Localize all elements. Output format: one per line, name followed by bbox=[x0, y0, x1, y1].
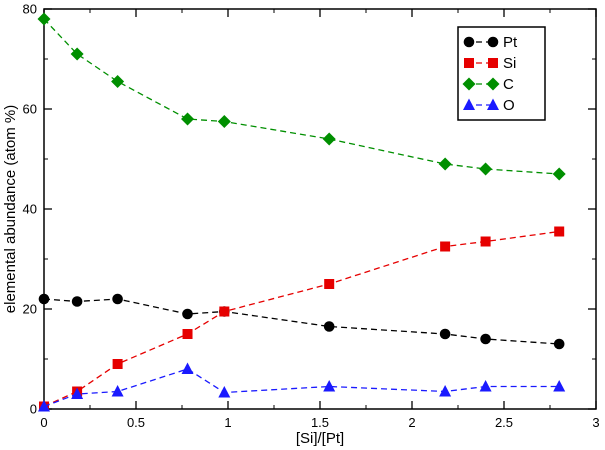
marker-square bbox=[554, 226, 565, 237]
marker-square bbox=[440, 241, 451, 252]
y-axis-label: elemental abundance (atom %) bbox=[2, 105, 19, 313]
marker-diamond bbox=[181, 112, 195, 126]
marker-triangle bbox=[181, 362, 194, 374]
legend-entry-si: Si bbox=[464, 55, 516, 72]
marker-circle bbox=[38, 293, 50, 305]
marker-triangle bbox=[323, 380, 336, 392]
legend-entry-pt: Pt bbox=[463, 34, 518, 51]
x-tick-label: 2.5 bbox=[495, 415, 513, 430]
y-tick-label: 20 bbox=[23, 302, 37, 317]
marker-triangle bbox=[38, 400, 50, 412]
x-tick-label: 1.5 bbox=[311, 415, 329, 430]
legend-entry-o: O bbox=[463, 97, 515, 114]
marker-diamond bbox=[438, 157, 452, 171]
marker-diamond bbox=[479, 162, 493, 176]
marker-diamond bbox=[486, 77, 500, 91]
series-pt bbox=[38, 293, 565, 350]
series-line bbox=[43, 230, 560, 408]
x-tick-label: 2 bbox=[408, 415, 415, 430]
legend-label: Pt bbox=[503, 34, 518, 51]
marker-triangle bbox=[71, 387, 84, 399]
marker-square bbox=[324, 279, 335, 289]
marker-diamond bbox=[552, 167, 566, 181]
marker-diamond bbox=[70, 47, 84, 61]
x-tick-label: 0 bbox=[40, 415, 47, 430]
marker-diamond bbox=[217, 115, 231, 128]
axes: 0 0.5 1 1.5 2 2.5 3 0 20 40 60 80 bbox=[23, 2, 600, 431]
marker-diamond bbox=[322, 132, 336, 146]
legend-label: O bbox=[503, 97, 515, 114]
marker-circle bbox=[323, 321, 335, 332]
x-axis-label: [Si]/[Pt] bbox=[296, 430, 344, 447]
marker-triangle bbox=[218, 386, 231, 398]
marker-diamond bbox=[462, 77, 476, 91]
marker-triangle bbox=[439, 385, 452, 397]
marker-circle bbox=[112, 293, 123, 305]
marker-circle bbox=[480, 333, 491, 345]
data-series bbox=[37, 12, 566, 412]
marker-square bbox=[112, 359, 123, 369]
marker-square bbox=[219, 306, 230, 317]
y-tick-label: 80 bbox=[23, 2, 37, 17]
x-tick-label: 3 bbox=[592, 415, 599, 430]
marker-circle bbox=[182, 308, 193, 320]
x-tick-label: 1 bbox=[224, 415, 231, 430]
marker-triangle bbox=[479, 380, 492, 392]
marker-triangle bbox=[463, 98, 475, 110]
marker-triangle bbox=[111, 385, 124, 397]
marker-circle bbox=[487, 36, 499, 48]
marker-circle bbox=[71, 296, 83, 307]
legend: Pt Si CO bbox=[457, 26, 546, 121]
marker-square bbox=[464, 58, 474, 68]
y-tick-label: 60 bbox=[23, 102, 37, 117]
marker-diamond bbox=[111, 75, 125, 88]
y-tick-label: 40 bbox=[23, 202, 37, 217]
marker-triangle bbox=[553, 380, 566, 392]
marker-circle bbox=[463, 36, 475, 48]
series-o bbox=[38, 362, 566, 412]
legend-label: C bbox=[503, 76, 514, 93]
y-tick-label: 0 bbox=[30, 402, 37, 417]
legend-label: Si bbox=[503, 55, 516, 72]
marker-diamond bbox=[37, 12, 51, 26]
marker-square bbox=[480, 236, 491, 247]
marker-square bbox=[488, 58, 498, 68]
legend-entry-c: C bbox=[462, 76, 514, 93]
marker-triangle bbox=[487, 98, 499, 110]
marker-square bbox=[182, 329, 193, 339]
marker-circle bbox=[553, 338, 565, 350]
marker-circle bbox=[439, 328, 451, 340]
series-c bbox=[37, 12, 566, 181]
x-tick-label: 0.5 bbox=[127, 415, 145, 430]
